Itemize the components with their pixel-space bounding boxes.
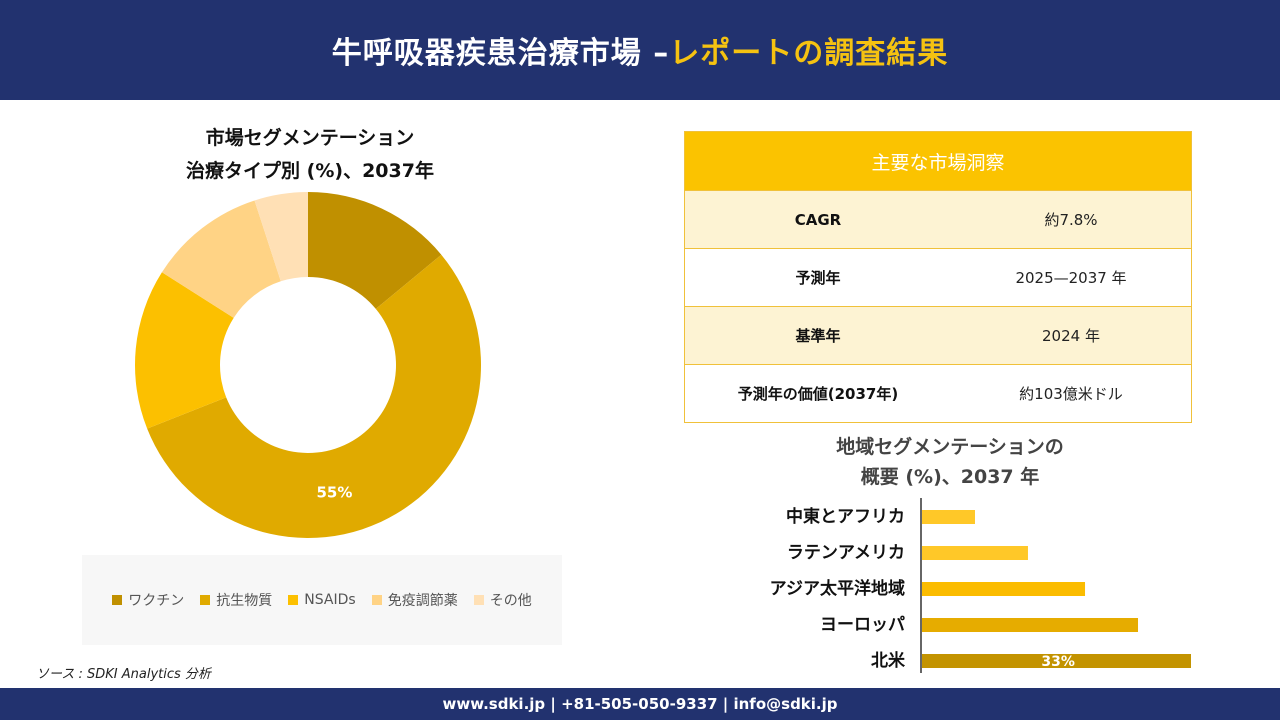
- legend-swatch: [473, 595, 484, 605]
- insights-key: 予測年: [795, 269, 841, 287]
- bar-title-line1: 地域セグメンテーションの: [836, 436, 1064, 458]
- bar-title-line2: 概要 (%)、2037 年: [860, 466, 1040, 488]
- donut-title-line1: 市場セグメンテーション: [205, 127, 415, 149]
- bar-category-label: アジア太平洋地域: [770, 578, 905, 599]
- insights-key: CAGR: [794, 210, 842, 229]
- source-note: ソース : SDKI Analytics 分析: [36, 667, 211, 682]
- legend-item: 免疫調節薬: [371, 590, 458, 610]
- donut-legend: ワクチン 抗生物質 NSAIDs 免疫調節薬 その他: [82, 555, 562, 645]
- legend-swatch: [200, 595, 211, 605]
- header-banner: 牛呼吸器疾患治療市場 –レポートの調査結果: [0, 0, 1280, 100]
- insights-value: 2024 年: [1042, 327, 1100, 345]
- bar: [922, 546, 1028, 560]
- insights-row-cagr: CAGR 約7.8%: [685, 190, 1191, 248]
- legend-label: ワクチン: [128, 593, 185, 609]
- page-title: 牛呼吸器疾患治療市場 –レポートの調査結果: [332, 28, 948, 72]
- legend-item: ワクチン: [112, 590, 184, 610]
- legend-label: 免疫調節薬: [387, 593, 458, 609]
- bar-chart-title: 地域セグメンテーションの 概要 (%)、2037 年: [760, 432, 1140, 492]
- legend-swatch: [112, 595, 123, 605]
- bar-category-label: ヨーロッパ: [820, 615, 905, 635]
- market-insights-table: 主要な市場洞察 CAGR 約7.8% 予測年 2025—2037 年 基準年 2…: [684, 131, 1192, 423]
- donut-slice: [308, 192, 442, 309]
- insights-row-forecast-year: 予測年 2025—2037 年: [685, 248, 1191, 306]
- insights-row-base-year: 基準年 2024 年: [685, 306, 1191, 364]
- donut-slice: [147, 254, 481, 538]
- bar: [922, 582, 1086, 596]
- bar: [922, 618, 1139, 632]
- donut-data-label: 55%: [316, 483, 352, 501]
- insights-row-forecast-value: 予測年の価値(2037年) 約103億米ドル: [685, 364, 1191, 422]
- insights-value: 約7.8%: [1044, 211, 1098, 229]
- insights-value: 約103億米ドル: [1019, 385, 1123, 403]
- legend-item: NSAIDs: [288, 592, 356, 608]
- legend-label: 抗生物質: [216, 593, 273, 609]
- title-main: 牛呼吸器疾患治療市場 –: [331, 36, 670, 71]
- bar-category-label: 北米: [871, 650, 906, 671]
- legend-item: 抗生物質: [200, 590, 272, 610]
- donut-chart: 55%: [135, 192, 481, 538]
- legend-label: その他: [489, 593, 532, 609]
- donut-slice: [135, 272, 234, 429]
- insights-key: 予測年の価値(2037年): [737, 385, 899, 403]
- title-highlight: レポートの調査結果: [669, 36, 949, 71]
- legend-label: NSAIDs: [304, 592, 356, 608]
- donut-chart-title: 市場セグメンテーション 治療タイプ別 (%)、2037年: [110, 122, 510, 188]
- legend-item: その他: [473, 590, 532, 610]
- bar-category-label: 中東とアフリカ: [786, 506, 905, 527]
- bar-category-label: ラテンアメリカ: [787, 543, 905, 563]
- insights-heading: 主要な市場洞察: [685, 132, 1191, 190]
- insights-key: 基準年: [795, 327, 841, 345]
- insights-value: 2025—2037 年: [1015, 269, 1127, 287]
- bar-data-label: 33%: [1041, 654, 1075, 670]
- legend-swatch: [288, 595, 299, 605]
- legend-swatch: [371, 595, 382, 605]
- donut-slice: [161, 200, 281, 318]
- donut-title-line2: 治療タイプ別 (%)、2037年: [186, 160, 434, 182]
- bar: [922, 654, 1191, 668]
- donut-slice: [254, 192, 308, 282]
- footer-bar: www.sdki.jp | +81-505-050-9337 | info@sd…: [0, 688, 1280, 720]
- footer-contact: www.sdki.jp | +81-505-050-9337 | info@sd…: [442, 695, 838, 713]
- bar: [922, 510, 975, 524]
